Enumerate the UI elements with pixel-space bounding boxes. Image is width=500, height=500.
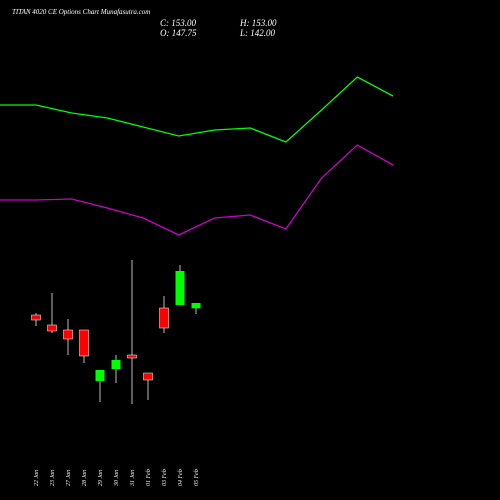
candle-body (143, 372, 153, 381)
x-tick-label: 22 Jan (34, 470, 40, 486)
ohlc-stat: L: 142.00 (239, 28, 276, 38)
ohlc-stat: C: 153.00 (160, 18, 197, 28)
candle-body (111, 360, 121, 369)
candle-body (79, 329, 89, 357)
candle-body (95, 370, 105, 381)
candle-body (175, 271, 185, 305)
x-tick-label: 29 Jan (98, 470, 104, 486)
indicator-line (0, 144, 394, 236)
chart-title: TITAN 4020 CE Options Chart Munafasutra.… (12, 8, 150, 16)
x-tick-label: 03 Feb (162, 469, 168, 486)
candle-body (31, 314, 41, 321)
x-tick-label: 01 Feb (146, 469, 152, 486)
ohlc-stat: O: 147.75 (160, 28, 197, 38)
x-tick-label: 05 Feb (194, 469, 200, 486)
x-tick-label: 31 Jan (130, 470, 136, 487)
x-tick-label: 28 Jan (82, 470, 88, 486)
x-tick-label: 27 Jan (66, 470, 72, 486)
candle-body (47, 324, 57, 332)
candle-body (63, 329, 73, 340)
x-tick-label: 04 Feb (177, 469, 184, 486)
candle-body (127, 354, 137, 359)
candle-body (159, 307, 169, 329)
candle-body (191, 303, 201, 309)
x-tick-label: 30 Jan (114, 470, 120, 487)
x-tick-label: 23 Jan (50, 470, 56, 486)
ohlc-stat: H: 153.00 (239, 18, 277, 28)
indicator-line (0, 76, 394, 143)
